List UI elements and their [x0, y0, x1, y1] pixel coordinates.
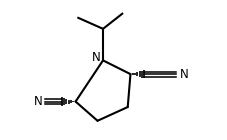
Text: N: N — [34, 95, 42, 108]
Text: N: N — [179, 68, 188, 81]
Text: N: N — [91, 51, 100, 64]
